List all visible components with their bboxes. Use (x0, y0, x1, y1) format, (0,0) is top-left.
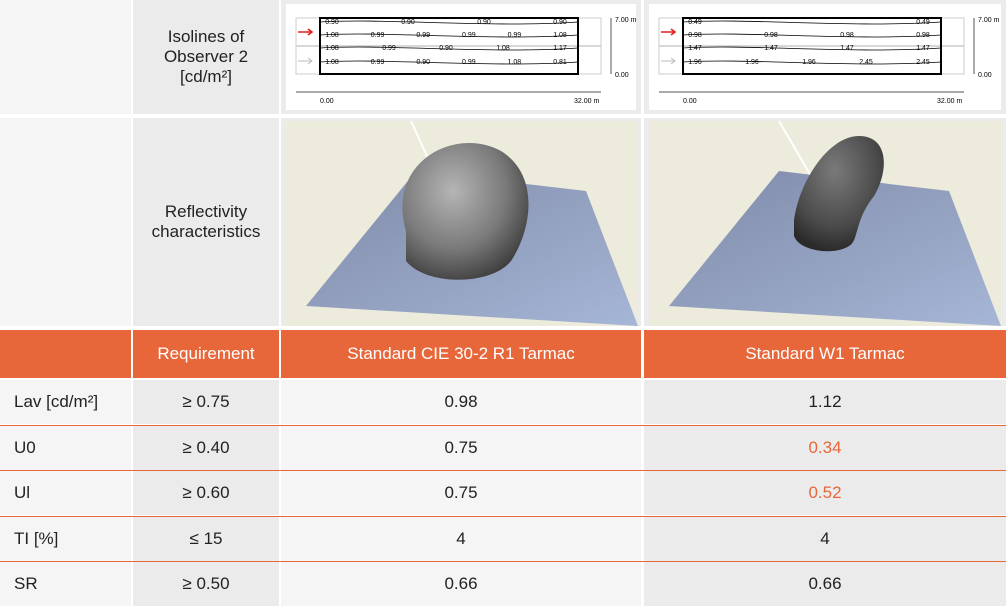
w1-value: 0.66 (644, 562, 1006, 606)
isoline-label: 0.49 (916, 19, 930, 26)
isoline-label: 0.90 (439, 45, 453, 52)
isoline-label: 1.47 (916, 45, 930, 52)
isoline-label: 2.45 (916, 59, 930, 66)
isoline-label: 1.08 (325, 59, 339, 66)
arrow-right-icon (661, 57, 676, 65)
isoline-label: 0.90 (401, 19, 415, 26)
requirement-value: ≥ 0.75 (133, 380, 279, 424)
row-label: Ul (0, 471, 131, 515)
requirement-value: ≤ 15 (133, 516, 279, 561)
isoline-label: 0.99 (508, 32, 522, 39)
reflectivity-solid-r1 (286, 121, 638, 326)
w1-value: 4 (644, 516, 1006, 561)
isoline-label: 0.81 (553, 59, 567, 66)
row-label: Lav [cd/m²] (0, 380, 131, 424)
r1-value: 0.75 (281, 425, 641, 470)
x-end-label: 32.00 m (574, 98, 599, 105)
isoline-label: 0.98 (688, 32, 702, 39)
w1-value: 0.52 (644, 471, 1006, 515)
row-divider (0, 561, 1006, 562)
isoline-label: 1.08 (553, 32, 567, 39)
isolines-label: Isolines of Observer 2 [cd/m²] (133, 0, 279, 114)
height-bottom-label: 0.00 (615, 72, 629, 79)
isoline-label: 0.90 (325, 19, 339, 26)
isoline (682, 60, 942, 65)
table-header-r1: Standard CIE 30-2 R1 Tarmac (281, 330, 641, 378)
field-outline (682, 17, 942, 75)
isoline-label: 1.08 (325, 32, 339, 39)
isolines-panel-r1: 0.90 0.90 0.90 0.90 1.08 0.99 0.99 0.99 0.99 1.08… (281, 0, 641, 114)
reflectivity-label: Reflectivity characteristics (133, 118, 279, 326)
x-start-label: 0.00 (320, 98, 334, 105)
row-label: U0 (0, 425, 131, 470)
isoline (319, 46, 579, 51)
reflectivity-solid-w1 (649, 121, 1001, 326)
isoline (682, 33, 942, 38)
arrow-right-icon (298, 28, 314, 36)
isoline-label: 1.96 (688, 59, 702, 66)
requirement-value: ≥ 0.40 (133, 425, 279, 470)
isoline-label: 0.99 (416, 32, 430, 39)
isoline-label: 0.90 (553, 19, 567, 26)
isoline-label: 1.47 (764, 45, 778, 52)
isoline (319, 20, 579, 25)
reflectivity-panel-w1 (644, 118, 1006, 326)
isoline-label: 1.08 (325, 45, 339, 52)
isoline-label: 0.98 (916, 32, 930, 39)
isoline-label: 1.47 (840, 45, 854, 52)
arrow-right-icon (298, 57, 313, 65)
w1-value: 0.34 (644, 425, 1006, 470)
isoline-label: 0.99 (371, 32, 385, 39)
table-header-requirement: Requirement (133, 330, 279, 378)
row-divider (0, 424, 1006, 426)
isoline-label: 1.08 (496, 45, 510, 52)
isoline (319, 60, 579, 65)
isoline-label: 2.45 (859, 59, 873, 66)
r1-value: 0.66 (281, 562, 641, 606)
isoline-label: 0.99 (382, 45, 396, 52)
isolines-diagram-r1: 0.90 0.90 0.90 0.90 1.08 0.99 0.99 0.99 0.99 1.08… (295, 17, 637, 105)
isoline-label: 1.96 (745, 59, 759, 66)
height-top-label: 7.00 m (615, 17, 636, 24)
isoline (319, 33, 579, 38)
isoline-label: 0.99 (371, 59, 385, 66)
isoline-label: 0.98 (840, 32, 854, 39)
isoline-label: 0.90 (477, 19, 491, 26)
isoline (682, 20, 942, 25)
r1-value: 4 (281, 516, 641, 561)
isoline-label: 0.49 (688, 19, 702, 26)
empty-cell (0, 0, 131, 114)
empty-cell (0, 118, 131, 326)
row-divider (0, 515, 1006, 517)
table-header-w1: Standard W1 Tarmac (644, 330, 1006, 378)
isoline (682, 46, 942, 51)
field-outline (319, 17, 579, 75)
table-header-empty (0, 330, 131, 378)
r1-value: 0.98 (281, 380, 641, 424)
x-start-label: 0.00 (683, 98, 697, 105)
isoline-label: 0.98 (764, 32, 778, 39)
r1-value: 0.75 (281, 471, 641, 515)
isoline-label: 0.90 (416, 59, 430, 66)
isolines-panel-w1: 0.49 0.49 0.98 0.98 0.98 0.98 1.47 1.47 1.47 1.47… (644, 0, 1006, 114)
height-top-label: 7.00 m (978, 17, 1000, 24)
row-divider (0, 470, 1006, 471)
w1-value: 1.12 (644, 380, 1006, 424)
requirement-value: ≥ 0.50 (133, 562, 279, 606)
requirement-value: ≥ 0.60 (133, 471, 279, 515)
height-bottom-label: 0.00 (978, 72, 992, 79)
isolines-diagram-w1: 0.49 0.49 0.98 0.98 0.98 0.98 1.47 1.47 1.47 1.47… (658, 17, 1000, 105)
isoline-label: 0.99 (462, 59, 476, 66)
isoline-label: 1.96 (802, 59, 816, 66)
reflectivity-panel-r1 (281, 118, 641, 326)
row-label: SR (0, 562, 131, 606)
isoline-label: 1.47 (688, 45, 702, 52)
x-end-label: 32.00 m (937, 98, 962, 105)
isoline-label: 1.08 (508, 59, 522, 66)
arrow-right-icon (661, 28, 677, 36)
row-label: TI [%] (0, 516, 131, 561)
isoline-label: 0.99 (462, 32, 476, 39)
isoline-label: 1.17 (553, 45, 567, 52)
